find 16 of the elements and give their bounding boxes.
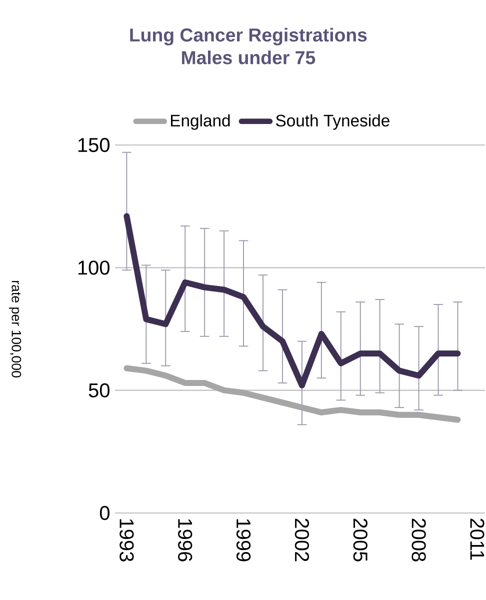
x-tick-label: 1993 [120, 519, 134, 562]
chart-subtitle: Males under 75 [182, 50, 316, 64]
x-tick-label: 1999 [236, 519, 251, 562]
y-tick-label: 50 [88, 383, 110, 398]
x-tick-label: 1996 [178, 519, 192, 562]
y-tick-label: 150 [78, 138, 110, 152]
y-tick-label: 100 [78, 260, 110, 275]
y-axis-title: rate per 100,000 [9, 280, 22, 378]
y-tick-label: 0 [100, 506, 110, 520]
x-tick-label: 2008 [412, 518, 426, 562]
legend-label: South Tyneside [276, 114, 390, 130]
legend-label: England [170, 114, 230, 130]
chart-title: Lung Cancer Registrations [130, 28, 367, 46]
x-tick-label: 2011 [470, 518, 484, 560]
x-tick-label: 2005 [353, 518, 368, 562]
x-tick-label: 2002 [294, 518, 310, 562]
